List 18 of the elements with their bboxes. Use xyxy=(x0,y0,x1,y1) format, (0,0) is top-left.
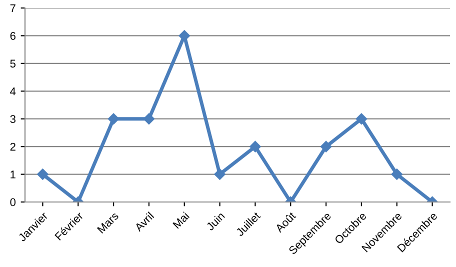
point xyxy=(356,113,368,124)
point xyxy=(143,113,155,124)
y-tick-label: 5 xyxy=(10,60,16,68)
y-tick-label: 1 xyxy=(10,170,16,178)
y-tick-label: 4 xyxy=(10,88,16,96)
y-tick-label: 6 xyxy=(10,32,16,40)
y-tick-label: 0 xyxy=(10,198,16,206)
y-tick-label: 3 xyxy=(10,115,16,123)
point xyxy=(320,140,332,152)
point xyxy=(391,168,402,180)
y-tick-label: 7 xyxy=(10,4,16,12)
y-tick-label: 2 xyxy=(10,142,16,151)
point xyxy=(37,168,48,180)
point xyxy=(214,168,226,180)
x-tick-label: Mai xyxy=(172,212,190,229)
point xyxy=(250,140,261,152)
point xyxy=(108,113,120,124)
x-tick-label: Juin xyxy=(206,212,226,232)
